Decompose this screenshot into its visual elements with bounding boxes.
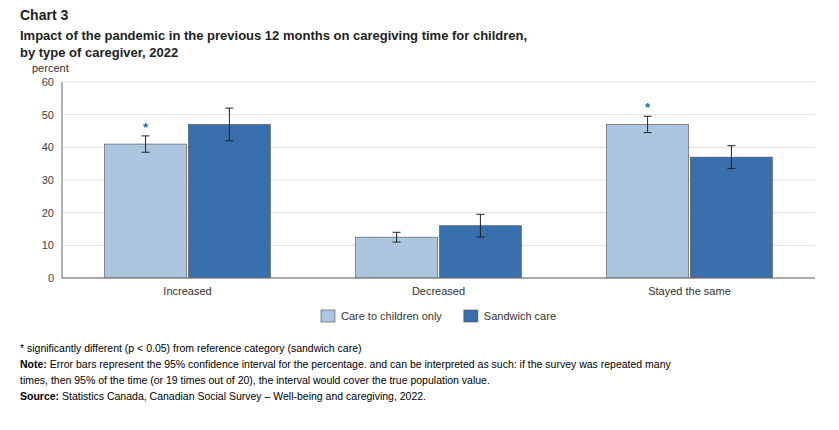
legend-label: Sandwich care [484, 310, 556, 322]
error-bar [476, 214, 484, 237]
y-tick-label: 30 [42, 174, 54, 186]
bar [691, 157, 773, 278]
grid-line [62, 114, 815, 115]
subtitle: by type of caregiver, 2022 [20, 45, 178, 60]
y-tick-label: 50 [42, 109, 54, 121]
footnote: * significantly different (p < 0.05) fro… [20, 342, 362, 354]
grid-line [62, 82, 815, 83]
footnote: Note: Error bars represent the 95% confi… [20, 358, 672, 370]
y-tick-label: 20 [42, 207, 54, 219]
grid-line [62, 278, 815, 279]
bar [189, 124, 271, 278]
error-bar [727, 146, 735, 169]
x-tick-label: Decreased [412, 285, 465, 297]
x-axis-line [62, 278, 815, 279]
x-tick-label: Increased [163, 285, 211, 297]
y-axis-label: percent [32, 62, 69, 74]
annotation: * [143, 120, 149, 135]
error-bar [644, 116, 652, 132]
error-bar [142, 136, 150, 152]
legend: Care to children only Sandwich care [321, 310, 556, 322]
bar [607, 124, 689, 278]
footnote: times, then 95% of the time (or 19 times… [20, 374, 490, 386]
error-bar [393, 232, 401, 242]
bar [356, 237, 438, 278]
bar [105, 144, 187, 278]
legend-label: Care to children only [341, 310, 442, 322]
y-tick-label: 10 [42, 239, 54, 251]
annotation: * [645, 100, 651, 115]
x-tick-label: Stayed the same [648, 285, 731, 297]
y-tick-label: 0 [48, 272, 54, 284]
y-axis-line [62, 82, 63, 278]
legend-swatch [464, 310, 478, 322]
grid [62, 82, 815, 278]
title: Chart 3 [20, 7, 68, 23]
footnote: Source: Statistics Canada, Canadian Soci… [20, 390, 426, 402]
subtitle: Impact of the pandemic in the previous 1… [20, 28, 527, 43]
y-tick-label: 60 [42, 76, 54, 88]
chart: Chart 3 Impact of the pandemic in the pre… [0, 0, 839, 430]
bars [105, 108, 773, 278]
legend-swatch [321, 310, 335, 322]
y-tick-label: 40 [42, 141, 54, 153]
error-bar [225, 108, 233, 141]
